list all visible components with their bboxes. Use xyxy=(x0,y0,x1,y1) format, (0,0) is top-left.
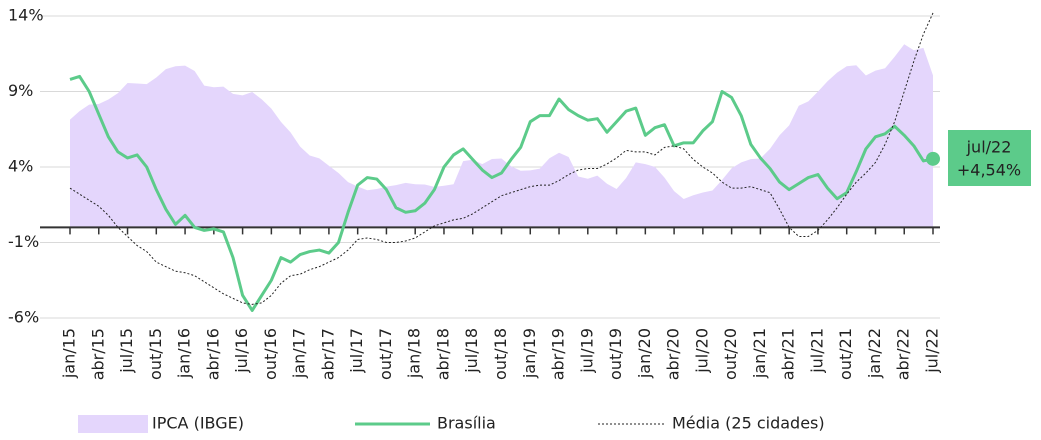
x-tick-label: abr/20 xyxy=(664,328,683,380)
x-tick-label: abr/15 xyxy=(88,328,107,380)
x-tick-label: abr/21 xyxy=(779,328,798,380)
x-tick-label: jul/22 xyxy=(923,328,942,374)
y-tick-label: -1% xyxy=(8,232,39,251)
x-tick-label: abr/17 xyxy=(318,328,337,380)
x-tick-label: jul/16 xyxy=(232,328,251,374)
x-tick-label: jul/21 xyxy=(807,328,826,374)
y-tick-label: -6% xyxy=(8,308,39,327)
x-tick-label: abr/19 xyxy=(549,328,568,380)
annotation-text: +4,54% xyxy=(957,161,1021,180)
x-tick-label: jul/18 xyxy=(462,328,481,374)
x-tick-label: jul/15 xyxy=(117,328,136,374)
x-tick-label: jan/15 xyxy=(60,328,79,379)
x-tick-label: out/15 xyxy=(146,328,165,380)
legend-label: Média (25 cidades) xyxy=(672,414,825,433)
legend-swatch xyxy=(78,415,148,433)
x-tick-label: jul/20 xyxy=(692,328,711,374)
x-tick-label: jan/20 xyxy=(635,328,654,379)
annotation-label: jul/22 xyxy=(966,138,1012,157)
x-tick-label: jan/16 xyxy=(175,328,194,379)
annotation-box xyxy=(948,130,1031,186)
x-tick-label: jan/19 xyxy=(520,328,539,379)
y-tick-label: 14% xyxy=(8,6,44,25)
y-tick-label: 9% xyxy=(8,81,33,100)
x-tick-label: out/16 xyxy=(261,328,280,380)
x-tick-label: out/17 xyxy=(376,328,395,380)
legend-label: Brasília xyxy=(437,414,496,433)
x-tick-label: jul/19 xyxy=(577,328,596,374)
x-tick-label: out/21 xyxy=(836,328,855,380)
line xyxy=(69,74,934,312)
x-tick-label: abr/16 xyxy=(203,328,222,380)
area xyxy=(70,44,933,228)
x-tick-label: jan/21 xyxy=(750,328,769,379)
end-dot xyxy=(926,151,940,166)
x-tick-label: out/18 xyxy=(491,328,510,380)
x-tick-label: abr/22 xyxy=(894,328,913,380)
x-tick-label: jan/17 xyxy=(290,328,309,379)
y-tick-label: 4% xyxy=(8,157,33,176)
x-tick-label: out/19 xyxy=(606,328,625,380)
x-tick-label: jul/17 xyxy=(347,328,366,374)
x-tick-label: jan/22 xyxy=(865,328,884,379)
x-tick-label: abr/18 xyxy=(433,328,452,380)
x-tick-label: jan/18 xyxy=(405,328,424,379)
legend-label: IPCA (IBGE) xyxy=(152,414,244,433)
x-tick-label: out/20 xyxy=(721,328,740,380)
